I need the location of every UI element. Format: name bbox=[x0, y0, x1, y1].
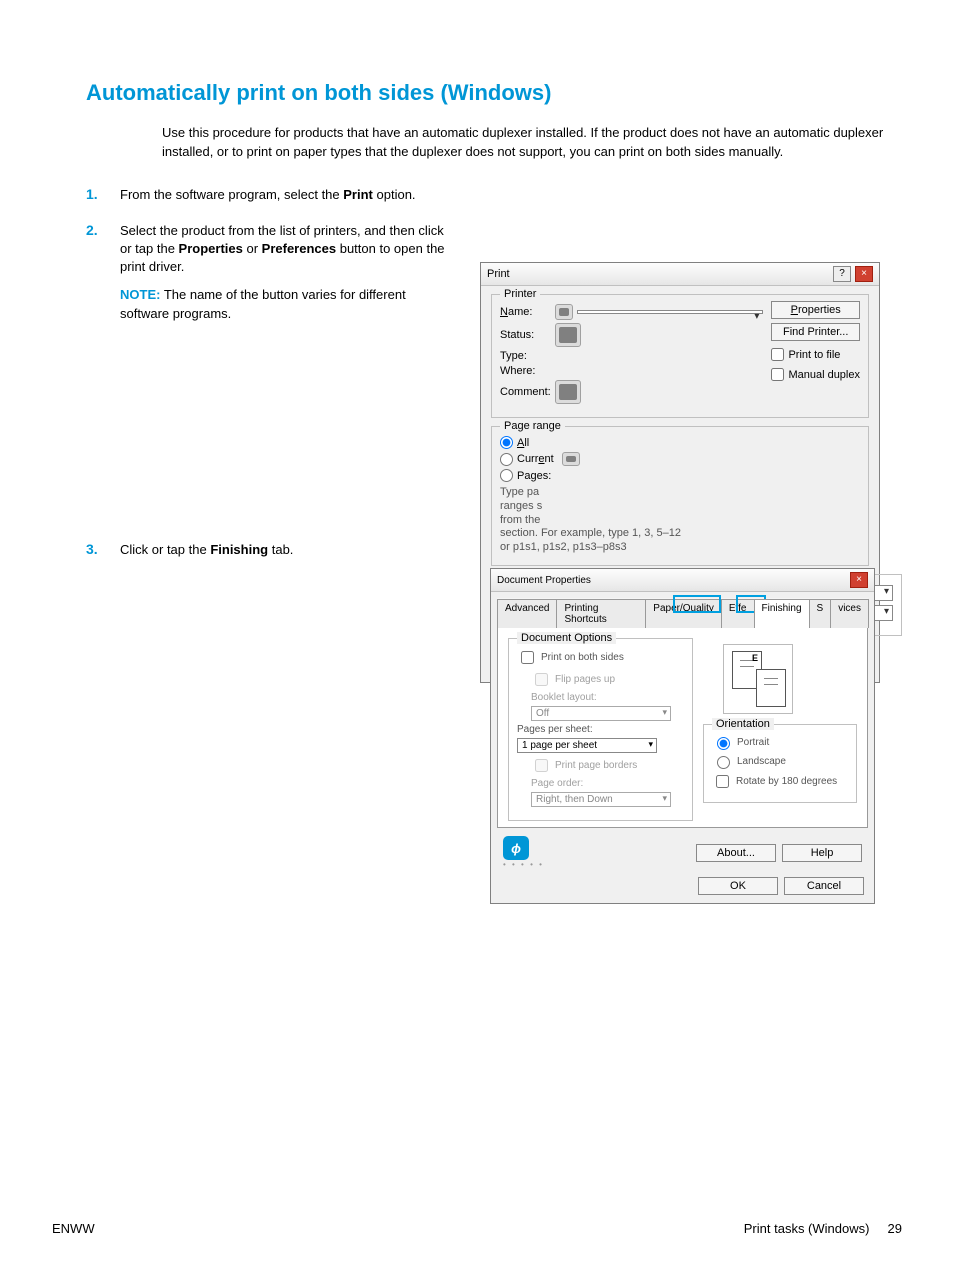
comment-preview-icon bbox=[555, 380, 581, 404]
range-hint-1: Type pa bbox=[500, 486, 860, 500]
step-3-bold: Finishing bbox=[210, 542, 268, 557]
props-close-icon[interactable]: × bbox=[850, 572, 868, 588]
print-both-sides-checkbox[interactable]: Print on both sides bbox=[517, 648, 684, 667]
page-order-label: Page order: bbox=[531, 778, 684, 789]
step-3-text: Click or tap the Finishing tab. bbox=[120, 541, 450, 559]
footer-page-number: 29 bbox=[888, 1221, 902, 1236]
booklet-layout-label: Booklet layout: bbox=[531, 692, 684, 703]
where-label: Where: bbox=[500, 365, 555, 377]
status-label: Status: bbox=[500, 329, 555, 341]
tab-advanced[interactable]: Advanced bbox=[497, 599, 557, 628]
manual-duplex-checkbox[interactable]: Manual duplex bbox=[771, 368, 860, 381]
document-properties-dialog: Document Properties × Advanced Printing … bbox=[490, 568, 875, 904]
step-2-text-c: or bbox=[243, 241, 262, 256]
landscape-radio[interactable]: Landscape bbox=[712, 753, 848, 769]
printer-icon bbox=[555, 304, 573, 320]
range-hint-2: ranges s bbox=[500, 500, 860, 514]
tab-services[interactable]: vices bbox=[830, 599, 869, 628]
props-cancel-button[interactable]: Cancel bbox=[784, 877, 864, 895]
doc-options-title: Document Options bbox=[517, 632, 616, 644]
step-2-number: 2. bbox=[52, 222, 120, 323]
flip-pages-up-checkbox: Flip pages up bbox=[531, 670, 684, 689]
page-footer: ENWW Print tasks (Windows) 29 bbox=[52, 1221, 902, 1236]
props-titlebar: Document Properties × bbox=[491, 569, 874, 592]
page-order-select: Right, then Down bbox=[531, 792, 671, 807]
range-hint-4: section. For example, type 1, 3, 5–12 bbox=[500, 527, 860, 541]
find-printer-button[interactable]: Find Printer... bbox=[771, 323, 860, 341]
orientation-title: Orientation bbox=[712, 718, 774, 730]
printer-group-title: Printer bbox=[500, 288, 540, 300]
range-all-radio[interactable]: All bbox=[500, 436, 860, 449]
portrait-radio[interactable]: Portrait bbox=[712, 734, 848, 750]
footer-left: ENWW bbox=[52, 1221, 95, 1236]
print-to-file-checkbox[interactable]: Print to file bbox=[771, 348, 860, 361]
tab-finishing[interactable]: Finishing bbox=[754, 599, 810, 628]
props-ok-button[interactable]: OK bbox=[698, 877, 778, 895]
range-pages-label: Pages: bbox=[517, 470, 551, 482]
finishing-highlight bbox=[673, 595, 721, 613]
page-range-title: Page range bbox=[500, 420, 565, 432]
page-range-group: Page range All Current Pages: Type pa ra… bbox=[491, 426, 869, 566]
flip-pages-up-label: Flip pages up bbox=[555, 674, 615, 685]
footer-section: Print tasks (Windows) bbox=[744, 1221, 870, 1236]
properties-button[interactable]: Properties bbox=[771, 301, 860, 319]
portrait-label: Portrait bbox=[737, 737, 769, 748]
printer-group: Printer Name: Status: Type: Where: Comme… bbox=[491, 294, 869, 418]
print-dialog-title: Print bbox=[487, 268, 510, 280]
print-page-borders-label: Print page borders bbox=[555, 760, 637, 771]
range-current-label: Current bbox=[517, 453, 554, 465]
range-all-label: All bbox=[517, 437, 529, 449]
range-pages-radio[interactable]: Pages: bbox=[500, 469, 860, 482]
page-heading: Automatically print on both sides (Windo… bbox=[86, 80, 902, 106]
hp-logo-caption: • • • • • bbox=[503, 860, 544, 869]
help-button[interactable]: Help bbox=[782, 844, 862, 862]
preview-letter: E bbox=[752, 653, 758, 663]
range-hint-3: from the bbox=[500, 514, 860, 528]
step-1-bold: Print bbox=[343, 187, 373, 202]
pages-per-sheet-select[interactable]: 1 page per sheet bbox=[517, 738, 657, 753]
name-label: Name: bbox=[500, 306, 555, 318]
step-1-text: From the software program, select the Pr… bbox=[120, 186, 450, 204]
print-page-borders-checkbox: Print page borders bbox=[531, 756, 684, 775]
step-3-number: 3. bbox=[52, 541, 120, 559]
print-dialog-titlebar: Print ? × bbox=[481, 263, 879, 286]
range-current-radio[interactable]: Current bbox=[500, 452, 860, 466]
intro-paragraph: Use this procedure for products that hav… bbox=[162, 124, 902, 162]
printer-name-select[interactable] bbox=[577, 310, 763, 314]
rotate-label: Rotate by 180 degrees bbox=[736, 776, 837, 787]
status-preview-icon bbox=[555, 323, 581, 347]
document-options-group: Document Options Print on both sides Fli… bbox=[508, 638, 693, 821]
orientation-group: Orientation Portrait Landscape Rotate by… bbox=[703, 724, 857, 803]
close-icon[interactable]: × bbox=[855, 266, 873, 282]
tab-s[interactable]: S bbox=[809, 599, 832, 628]
pages-per-sheet-label: Pages per sheet: bbox=[517, 724, 684, 735]
print-both-sides-label: Print on both sides bbox=[541, 652, 624, 663]
step-2-bold-preferences: Preferences bbox=[262, 241, 336, 256]
type-label: Type: bbox=[500, 350, 555, 362]
booklet-layout-select: Off bbox=[531, 706, 671, 721]
tab-printing-shortcuts[interactable]: Printing Shortcuts bbox=[556, 599, 646, 628]
landscape-label: Landscape bbox=[737, 756, 786, 767]
manual-duplex-label: Manual duplex bbox=[788, 369, 860, 381]
comment-label: Comment: bbox=[500, 386, 555, 398]
props-title: Document Properties bbox=[497, 575, 591, 586]
rotate-checkbox[interactable]: Rotate by 180 degrees bbox=[712, 772, 848, 791]
about-button[interactable]: About... bbox=[696, 844, 776, 862]
note-text: The name of the button varies for differ… bbox=[120, 287, 406, 320]
step-2-text: Select the product from the list of prin… bbox=[120, 222, 450, 323]
step-1-number: 1. bbox=[52, 186, 120, 204]
current-preview-icon bbox=[562, 452, 580, 466]
step-2-bold-properties: Properties bbox=[179, 241, 243, 256]
step-1-text-a: From the software program, select the bbox=[120, 187, 343, 202]
layout-preview: E bbox=[723, 644, 793, 714]
step-3-text-c: tab. bbox=[268, 542, 293, 557]
hp-logo-icon: ϕ bbox=[503, 836, 529, 860]
range-hint-5: or p1s1, p1s2, p1s3–p8s3 bbox=[500, 541, 860, 555]
print-to-file-label: Print to file bbox=[788, 349, 840, 361]
note-label: NOTE: bbox=[120, 287, 160, 302]
step-3-text-a: Click or tap the bbox=[120, 542, 210, 557]
step-1: 1. From the software program, select the… bbox=[52, 186, 902, 204]
step-1-text-c: option. bbox=[373, 187, 416, 202]
help-icon[interactable]: ? bbox=[833, 266, 851, 282]
